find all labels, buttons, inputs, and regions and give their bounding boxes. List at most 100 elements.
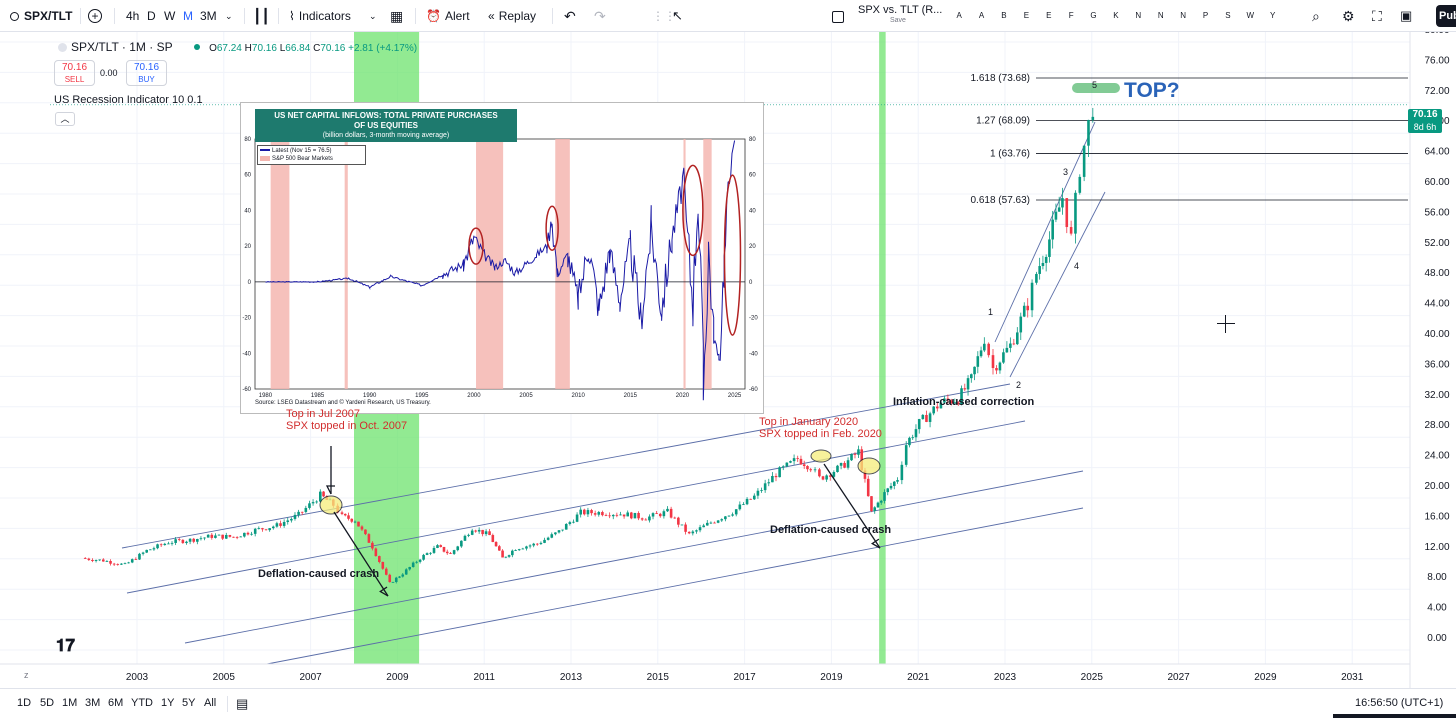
candle-body [474,530,477,532]
candle-body [781,466,785,468]
candle-body [525,546,528,549]
inset-highlight-circle [682,164,704,257]
range-3m[interactable]: 3M [85,697,101,709]
candle-body [853,454,857,455]
shortcut-letter[interactable]: W [1246,11,1255,20]
range-5d[interactable]: 5D [40,697,55,709]
cursor-icon[interactable]: ↖ [672,8,683,23]
shortcut-letter[interactable]: B [1001,11,1007,20]
zoom-search-icon[interactable]: ⌕ [1312,8,1320,24]
candle-body [1038,266,1041,274]
range-ytd[interactable]: YTD [131,697,153,709]
candle-body [521,548,525,550]
wave-label-2[interactable]: 2 [1016,380,1022,390]
candle-body [1002,352,1005,363]
add-symbol-button[interactable]: + [88,0,102,32]
candle-body [963,388,967,390]
undo-icon[interactable]: ↶ [564,8,576,24]
interval-4h[interactable]: 4h [126,9,140,23]
top-question-annotation[interactable]: TOP? [1124,79,1180,102]
shortcut-letter[interactable]: N [1157,11,1164,20]
shortcut-letter[interactable]: E [1046,11,1052,20]
buy-button[interactable]: 70.16 BUY [126,60,167,86]
inset-capital-inflows-chart: 80 80 60 60 40 40 20 20 0 0 -20 -20 -40 -40 -60 -60 1980… [240,102,764,414]
save-label[interactable]: Save [890,17,906,24]
interval-m[interactable]: M [183,9,193,23]
symbol-search[interactable]: SPX/TLT [10,0,72,32]
candle-body [239,536,243,538]
indicator-legend[interactable]: US Recession Indicator 10 0.1 [54,94,203,106]
time-axis-tick: 2005 [213,672,236,683]
candle-body [637,512,640,519]
compare-checkbox[interactable] [832,0,844,32]
candle-body [546,537,550,540]
wave-label-1[interactable]: 1 [988,307,994,317]
replay-button[interactable]: «Replay [488,0,536,32]
price-axis-tick: 8.00 [1427,572,1447,583]
indicators-button[interactable]: ⌇ Indicators [289,0,351,32]
range-5y[interactable]: 5Y [182,697,196,709]
shortcut-letter[interactable]: Y [1269,11,1276,20]
settings-gear-icon[interactable]: ⚙ [1342,8,1355,24]
interval-dropdown-icon[interactable]: ⌄ [225,11,233,21]
sell-button[interactable]: 70.16 SELL [54,60,95,86]
indicators-dropdown-icon[interactable]: ⌄ [369,11,377,21]
interval-d[interactable]: D [147,9,156,23]
chart-area[interactable]: 1.618 (73.68) 1.27 (68.09) 1 (63.76) 0.618 … [0,32,1456,688]
publish-button[interactable]: Pub [1436,5,1456,27]
fullscreen-icon[interactable]: ⛶ [1372,8,1382,24]
shortcut-letter[interactable]: K [1113,11,1119,20]
range-1d[interactable]: 1D [17,697,32,709]
candle-body [843,462,846,468]
layout-grid-icon[interactable]: ▦ [390,8,404,24]
candle-body [1019,316,1023,333]
candle-body [917,419,921,430]
candle-body [771,475,774,483]
shortcut-letter[interactable]: G [1090,11,1097,20]
candles-chart-type-icon[interactable]: ┃┃ [253,8,270,24]
interval-3m[interactable]: 3M [200,9,217,23]
deflation-crash-2020-label[interactable]: Deflation-caused crash [770,524,892,536]
top-2020-annotation[interactable]: Top in January 2020 SPX topped in Feb. 2… [759,416,882,440]
wave-label-4[interactable]: 4 [1074,261,1080,271]
shortcut-letter[interactable]: N [1180,11,1186,20]
shortcut-letter[interactable]: A [956,11,962,20]
shortcut-letter[interactable]: E [1023,11,1030,20]
candle-body [1078,176,1082,193]
candle-body [1069,227,1073,234]
shortcut-letter[interactable]: A [978,11,985,20]
regression-channel-line [184,470,1084,644]
alert-button[interactable]: ⏰ Alert [426,0,470,32]
price-axis-tick: 0.00 [1427,633,1447,644]
drag-handle-icon[interactable]: ⋮⋮ [652,9,676,23]
shortcut-letter[interactable]: F [1068,11,1074,20]
inflation-correction-label[interactable]: Inflation-caused correction [893,396,1035,408]
candle-body [572,521,575,523]
wave-label-5[interactable]: 5 [1092,80,1098,90]
timezone-toggle-icon[interactable]: z [24,670,29,680]
candle-body [102,559,105,562]
top-2007-annotation[interactable]: Top in Jul 2007 SPX topped in Oct. 2007 [286,408,407,432]
deflation-crash-2008-label[interactable]: Deflation-caused crash [258,568,380,580]
candle-body [995,368,998,371]
redo-icon[interactable]: ↷ [594,8,606,24]
market-open-dot [193,44,200,50]
layout-title[interactable]: SPX vs. TLT (R... [858,4,943,16]
range-1m[interactable]: 1M [62,697,78,709]
camera-icon[interactable]: ▣ [1400,8,1413,23]
shortcut-letter[interactable]: N [1135,11,1142,20]
legend-title[interactable]: SPX/TLT · 1M · SP [71,40,173,54]
clock-time[interactable]: 16:56:50 (UTC+1) [1355,697,1444,709]
range-6m[interactable]: 6M [108,697,124,709]
range-all[interactable]: All [204,697,217,709]
candle-body [767,482,771,484]
range-1y[interactable]: 1Y [161,697,175,709]
calendar-goto-icon[interactable]: ▤ [236,696,249,711]
shortcut-letter[interactable]: P [1202,11,1209,20]
shortcut-letter[interactable]: S [1225,11,1231,20]
collapse-legend-chevron-icon[interactable]: ︿ [55,112,75,126]
wave-label-3[interactable]: 3 [1063,167,1069,177]
rising-channel-line [1009,191,1106,378]
candle-body [322,491,325,497]
interval-w[interactable]: W [164,9,176,23]
